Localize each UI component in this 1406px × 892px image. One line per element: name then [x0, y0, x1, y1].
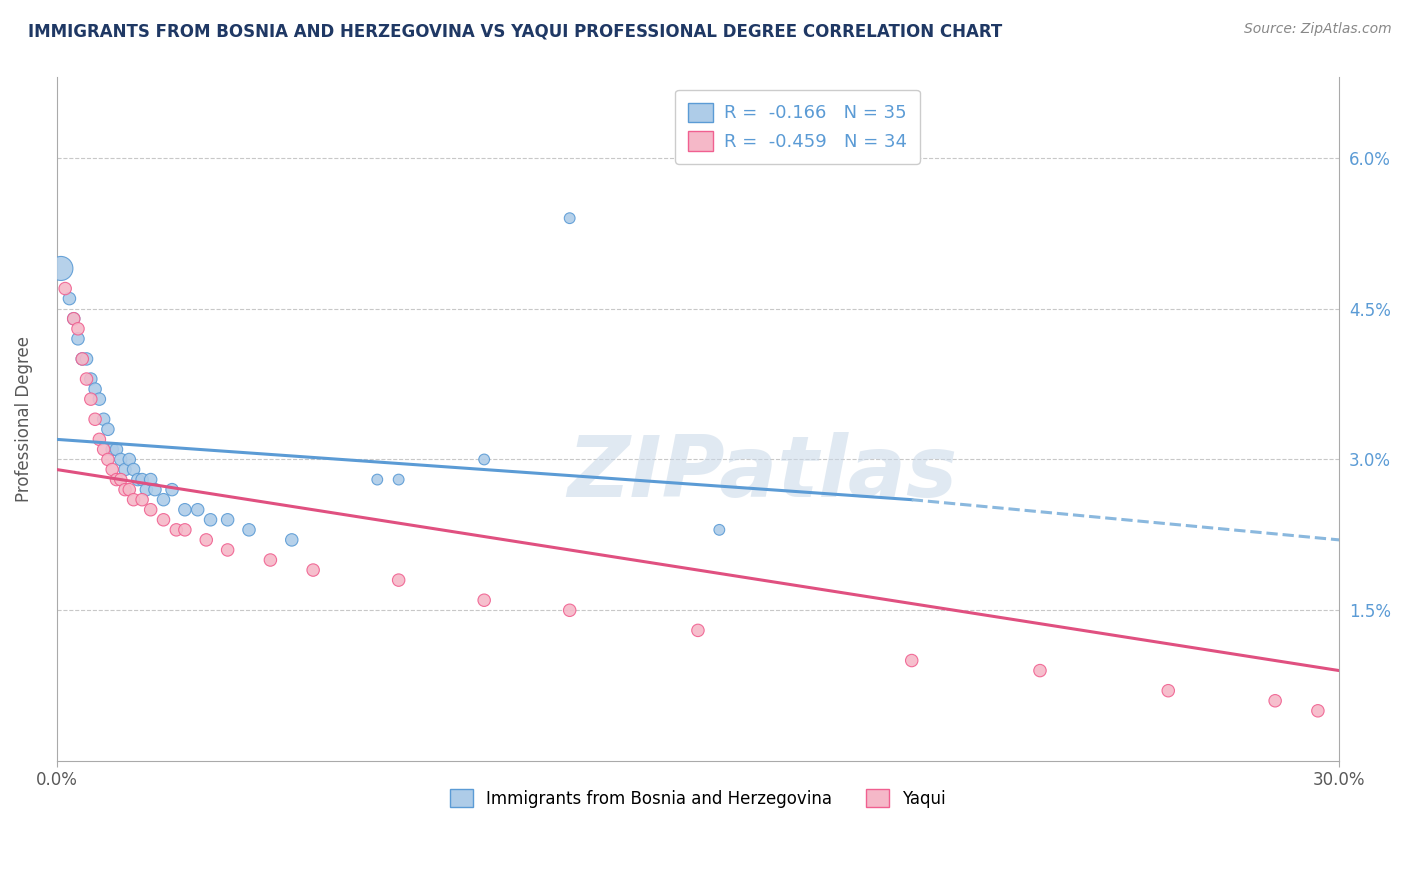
Point — [558, 211, 581, 226]
Point — [388, 473, 411, 487]
Point — [93, 412, 115, 426]
Point — [97, 422, 120, 436]
Point — [118, 452, 141, 467]
Point — [302, 563, 325, 577]
Point — [259, 553, 281, 567]
Point — [165, 523, 187, 537]
Point — [110, 452, 132, 467]
Point — [135, 483, 157, 497]
Point — [110, 473, 132, 487]
Point — [1029, 664, 1052, 678]
Point — [131, 473, 153, 487]
Point — [76, 372, 98, 386]
Point — [217, 513, 239, 527]
Point — [97, 452, 120, 467]
Legend: Immigrants from Bosnia and Herzegovina, Yaqui: Immigrants from Bosnia and Herzegovina, … — [443, 782, 953, 814]
Point — [66, 322, 89, 336]
Point — [101, 442, 124, 457]
Point — [472, 452, 495, 467]
Point — [160, 483, 183, 497]
Point — [122, 492, 145, 507]
Point — [89, 392, 111, 406]
Point — [1264, 694, 1286, 708]
Point — [217, 543, 239, 558]
Point — [127, 473, 149, 487]
Point — [709, 523, 731, 537]
Point — [72, 351, 94, 366]
Point — [195, 533, 218, 547]
Point — [62, 311, 84, 326]
Point — [152, 513, 174, 527]
Point — [472, 593, 495, 607]
Text: Source: ZipAtlas.com: Source: ZipAtlas.com — [1244, 22, 1392, 37]
Text: IMMIGRANTS FROM BOSNIA AND HERZEGOVINA VS YAQUI PROFESSIONAL DEGREE CORRELATION : IMMIGRANTS FROM BOSNIA AND HERZEGOVINA V… — [28, 22, 1002, 40]
Point — [173, 523, 195, 537]
Point — [900, 654, 922, 668]
Point — [101, 462, 124, 476]
Point — [173, 502, 195, 516]
Point — [139, 502, 162, 516]
Point — [143, 483, 166, 497]
Y-axis label: Professional Degree: Professional Degree — [15, 336, 32, 502]
Point — [58, 292, 80, 306]
Point — [105, 473, 128, 487]
Point — [49, 261, 72, 276]
Point — [105, 442, 128, 457]
Point — [281, 533, 304, 547]
Point — [76, 351, 98, 366]
Point — [84, 382, 107, 396]
Point — [238, 523, 260, 537]
Point — [62, 311, 84, 326]
Point — [139, 473, 162, 487]
Point — [114, 483, 136, 497]
Point — [93, 442, 115, 457]
Point — [388, 573, 411, 587]
Point — [80, 392, 103, 406]
Point — [118, 483, 141, 497]
Point — [114, 462, 136, 476]
Point — [200, 513, 222, 527]
Point — [66, 332, 89, 346]
Point — [366, 473, 388, 487]
Point — [1157, 683, 1180, 698]
Point — [80, 372, 103, 386]
Point — [187, 502, 209, 516]
Point — [1306, 704, 1329, 718]
Point — [152, 492, 174, 507]
Point — [84, 412, 107, 426]
Point — [89, 433, 111, 447]
Point — [53, 282, 76, 296]
Text: ZIPatlas: ZIPatlas — [567, 433, 957, 516]
Point — [122, 462, 145, 476]
Point — [558, 603, 581, 617]
Point — [686, 624, 709, 638]
Point — [72, 351, 94, 366]
Point — [131, 492, 153, 507]
